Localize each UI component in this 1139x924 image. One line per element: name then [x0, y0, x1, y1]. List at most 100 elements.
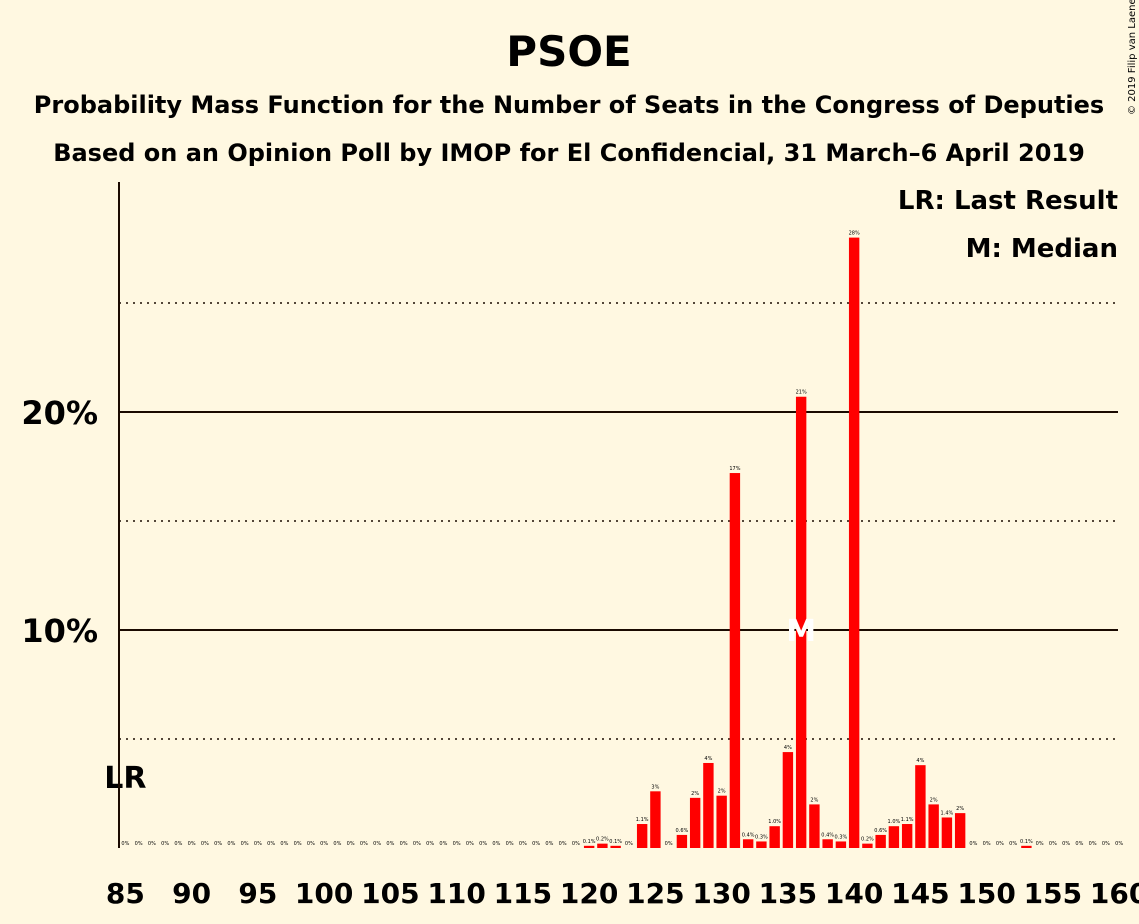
bar-121 — [597, 843, 608, 848]
bar-label-125: 3% — [651, 784, 659, 790]
bar-label-107: 0% — [413, 841, 421, 847]
x-tick-90: 90 — [172, 877, 211, 910]
bar-label-121: 0.2% — [596, 837, 609, 843]
bar-label-150: 0% — [983, 841, 991, 847]
bar-label-120: 0.1% — [583, 839, 596, 845]
bar-label-92: 0% — [214, 841, 222, 847]
bar-134 — [769, 826, 780, 848]
x-tick-labels: 85 90 95 100 105 110 115 120 125 130 135 140 145 150 1… — [106, 877, 1139, 910]
bar-label-95: 0% — [254, 841, 262, 847]
bar-label-153: 0.1% — [1020, 839, 1033, 845]
bar-label-87: 0% — [148, 841, 156, 847]
bar-132 — [742, 839, 754, 848]
bar-label-89: 0% — [174, 841, 182, 847]
bar-label-91: 0% — [201, 841, 209, 847]
bar-139 — [835, 841, 847, 848]
bar-label-144: 1.1% — [901, 817, 914, 823]
bar-128 — [689, 797, 701, 848]
bar-142 — [875, 834, 886, 848]
bar-label-139: 0.3% — [835, 834, 848, 840]
bar-label-115: 0% — [519, 841, 527, 847]
bar-label-154: 0% — [1036, 841, 1044, 847]
bar-label-101: 0% — [333, 841, 341, 847]
bar-147 — [941, 817, 953, 848]
bar-135 — [782, 752, 794, 848]
bar-145 — [915, 765, 926, 848]
bar-label-140: 28% — [849, 231, 860, 237]
bar-label-146: 2% — [930, 797, 938, 803]
bar-label-142: 0.6% — [874, 828, 887, 834]
grid-lines — [119, 302, 1118, 740]
bar-120 — [583, 845, 595, 848]
chart-subtitle-2: Based on an Opinion Poll by IMOP for El … — [53, 139, 1085, 167]
bar-label-143: 1.0% — [888, 819, 901, 825]
bar-148 — [954, 813, 966, 848]
x-tick-85: 85 — [106, 877, 145, 910]
bar-label-103: 0% — [360, 841, 368, 847]
bar-122 — [610, 845, 621, 848]
x-tick-110: 110 — [427, 877, 485, 910]
x-tick-125: 125 — [626, 877, 684, 910]
chart-subtitle-1: Probability Mass Function for the Number… — [34, 91, 1104, 119]
bar-153 — [1021, 845, 1032, 848]
bar-label-157: 0% — [1075, 841, 1083, 847]
bar-141 — [862, 843, 873, 848]
bar-label-130: 2% — [718, 789, 726, 795]
bar-label-94: 0% — [241, 841, 249, 847]
x-tick-130: 130 — [692, 877, 750, 910]
bar-label-111: 0% — [466, 841, 474, 847]
bar-label-124: 1.1% — [636, 817, 649, 823]
markers-group: LR M — [104, 614, 816, 796]
bar-label-112: 0% — [479, 841, 487, 847]
bar-144 — [901, 824, 913, 848]
bar-130 — [716, 795, 727, 848]
bar-label-148: 2% — [956, 806, 964, 812]
bar-label-97: 0% — [280, 841, 288, 847]
bar-label-133: 0.3% — [755, 834, 768, 840]
x-tick-150: 150 — [957, 877, 1015, 910]
bar-133 — [756, 841, 767, 848]
bar-label-149: 0% — [969, 841, 977, 847]
bar-label-90: 0% — [188, 841, 196, 847]
bar-label-131: 17% — [729, 466, 740, 472]
bar-label-155: 0% — [1049, 841, 1057, 847]
bar-label-117: 0% — [545, 841, 553, 847]
bar-label-113: 0% — [492, 841, 500, 847]
bar-124 — [636, 824, 648, 848]
x-tick-160: 160 — [1090, 877, 1139, 910]
bar-label-122: 0.1% — [609, 839, 622, 845]
y-tick-10: 10% — [21, 612, 98, 650]
bar-label-106: 0% — [400, 841, 408, 847]
bar-label-102: 0% — [347, 841, 355, 847]
x-tick-145: 145 — [891, 877, 949, 910]
bar-label-108: 0% — [426, 841, 434, 847]
bar-label-104: 0% — [373, 841, 381, 847]
bar-labels-group: 0% 0% 0% 0% 0% 0% 0% 0% 0% 0% 0% 0% 0% 0% 0% 0% 0% 0% 0% 0%… — [121, 231, 1123, 847]
bar-label-93: 0% — [227, 841, 235, 847]
bar-label-86: 0% — [135, 841, 143, 847]
x-tick-95: 95 — [238, 877, 277, 910]
bar-125 — [650, 791, 661, 848]
x-tick-115: 115 — [494, 877, 552, 910]
bar-label-96: 0% — [267, 841, 275, 847]
bar-label-98: 0% — [294, 841, 302, 847]
legend-last-result: LR: Last Result — [898, 186, 1118, 216]
x-tick-135: 135 — [759, 877, 817, 910]
bar-label-123: 0% — [625, 841, 633, 847]
bar-label-159: 0% — [1102, 841, 1110, 847]
bar-label-127: 0.6% — [676, 828, 689, 834]
bar-129 — [703, 762, 714, 848]
bar-label-156: 0% — [1062, 841, 1070, 847]
bar-146 — [928, 804, 939, 848]
bar-label-99: 0% — [307, 841, 315, 847]
bar-label-134: 1.0% — [768, 819, 781, 825]
bar-136 — [795, 396, 807, 848]
x-tick-100: 100 — [295, 877, 353, 910]
bar-label-160: 0% — [1115, 841, 1123, 847]
bar-label-109: 0% — [439, 841, 447, 847]
bar-label-85: 0% — [121, 841, 129, 847]
bar-label-145: 4% — [916, 758, 924, 764]
y-tick-labels: 10% 20% — [21, 394, 98, 650]
bar-140 — [848, 237, 860, 849]
bar-127 — [676, 834, 688, 848]
